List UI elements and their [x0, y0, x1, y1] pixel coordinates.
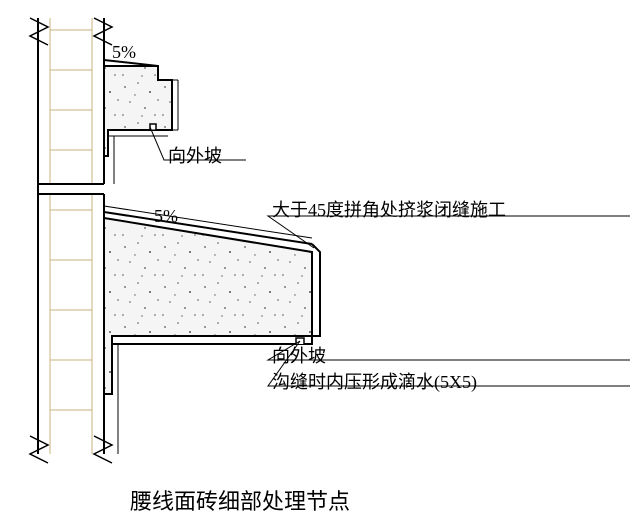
wall-hatch-upper	[50, 30, 92, 150]
upper-lip	[158, 66, 172, 80]
break-mark-upper	[30, 18, 112, 45]
label-slope-upper: 5%	[112, 42, 136, 63]
label-mitre: 大于45度拼角处挤浆闭缝施工	[272, 196, 506, 222]
label-out-slope-lower: 向外坡	[272, 342, 326, 368]
wall-hatch-lower	[50, 210, 92, 410]
label-out-slope-upper: 向外坡	[168, 142, 222, 168]
label-drip: 沟缝时内压形成滴水(5X5)	[272, 368, 477, 394]
diagram-canvas: 5% 5% 向外坡 大于45度拼角处挤浆闭缝施工 向外坡 沟缝时内压形成滴水(5…	[0, 0, 640, 532]
label-slope-lower: 5%	[154, 206, 178, 227]
technical-drawing	[0, 0, 640, 532]
diagram-title: 腰线面砖细部处理节点	[130, 484, 350, 516]
break-mark-lower	[30, 436, 112, 463]
lower-right-tile	[312, 244, 320, 336]
